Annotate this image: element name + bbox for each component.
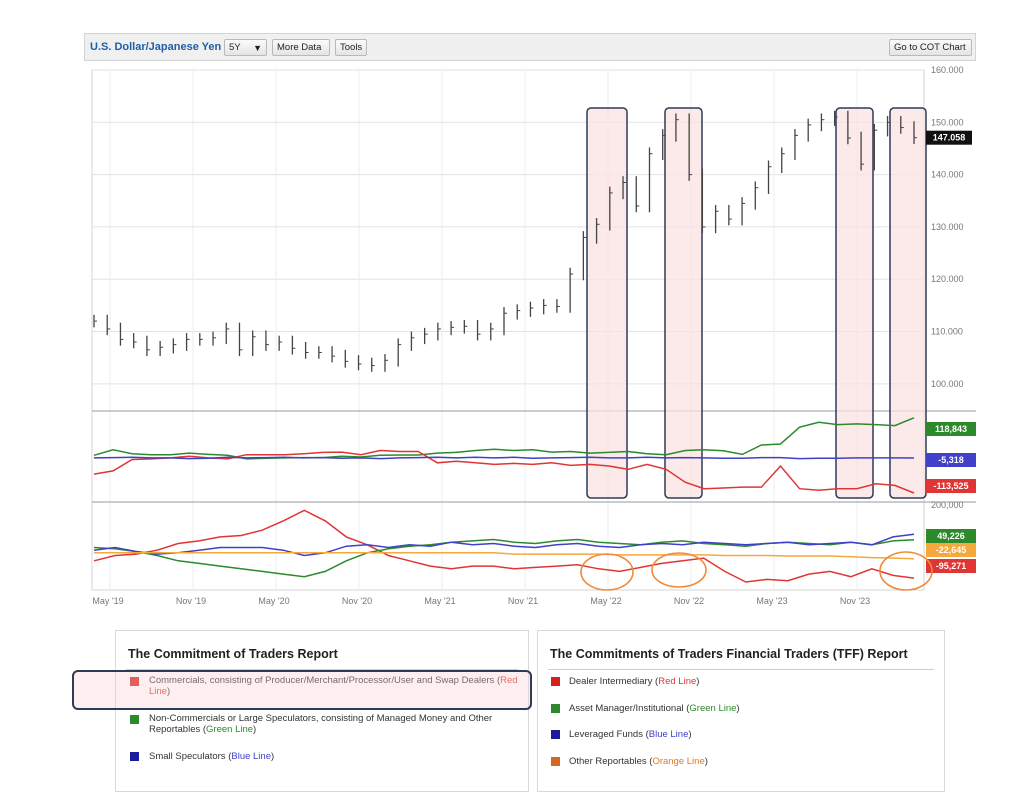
price-and-cot-chart: 160.000 150.000 140.000 130.000 120.000 110.0…: [91, 65, 976, 606]
legend-item-dealer-intermediary: Dealer Intermediary (Red Line): [569, 676, 700, 687]
symbol-title: U.S. Dollar/Japanese Yen: [90, 41, 222, 53]
legend-item-small-speculators: Small Speculators (Blue Line): [149, 751, 275, 762]
legend-swatch-red: [551, 677, 560, 686]
y-tick-label: 130.000: [931, 222, 964, 232]
y-tick-label: 120.000: [931, 274, 964, 284]
tff-legend-panel: The Commitments of Traders Financial Tra…: [537, 630, 945, 792]
tff-value-label: -95,271: [936, 561, 967, 571]
tff-value-label: -22,645: [936, 545, 967, 555]
series-line-other-reportables: [94, 552, 915, 560]
plot-frame: [91, 69, 925, 591]
highlight-box: [586, 107, 628, 499]
legend-item-non-commercials: Non-Commercials or Large Speculators, co…: [149, 713, 493, 735]
tff-value-badge: [926, 559, 976, 573]
legend-item-asset-manager: Asset Manager/Institutional (Green Line): [569, 703, 740, 714]
annotation-circle: [580, 553, 634, 591]
series-line-small-speculators: [93, 456, 915, 460]
last-price-label: 147.058: [933, 133, 966, 143]
go-to-cot-chart-button[interactable]: Go to COT Chart: [889, 39, 972, 56]
legend-swatch-red: [130, 677, 139, 686]
x-tick-label: May '23: [756, 596, 787, 606]
last-price-badge: [926, 130, 972, 145]
cot-legend-panel: The Commitment of Traders Report Commerc…: [115, 630, 529, 792]
y-tick-label: 150.000: [931, 117, 964, 127]
legend-swatch-orange: [551, 757, 560, 766]
tools-button[interactable]: Tools: [335, 39, 367, 56]
x-tick-label: Nov '21: [508, 596, 538, 606]
x-tick-label: May '20: [258, 596, 289, 606]
commercials-highlight-box: [72, 670, 532, 710]
highlight-box: [835, 107, 874, 499]
y-tick-label: 110.000: [931, 327, 963, 337]
y-tick-label: 200,000: [931, 500, 964, 510]
legend-swatch-green: [130, 715, 139, 724]
tff-value-label: 49,226: [937, 531, 965, 541]
highlight-box: [664, 107, 703, 499]
divider: [548, 669, 934, 670]
tff-legend-title: The Commitments of Traders Financial Tra…: [550, 647, 908, 661]
series-line-commercials: [93, 449, 915, 494]
y-tick-label: 160.000: [931, 65, 964, 75]
chevron-down-icon: ▼: [253, 43, 262, 53]
annotation-circle: [651, 552, 707, 588]
y-tick-label: 100.000: [931, 379, 964, 389]
cot-value-label: -113,525: [933, 481, 968, 491]
legend-swatch-blue: [130, 752, 139, 761]
series-line-leveraged-funds: [93, 533, 915, 557]
divider: [126, 669, 518, 670]
x-tick-label: Nov '22: [674, 596, 704, 606]
tff-value-badge: [926, 529, 976, 543]
x-tick-label: Nov '19: [176, 596, 206, 606]
period-select[interactable]: 5Y ▼: [224, 39, 267, 56]
period-value: 5Y: [229, 42, 241, 53]
x-tick-label: Nov '20: [342, 596, 372, 606]
legend-swatch-green: [551, 704, 560, 713]
x-tick-label: Nov '23: [840, 596, 870, 606]
series-line-dealer-intermediary: [93, 509, 915, 583]
legend-item-leveraged-funds: Leveraged Funds (Blue Line): [569, 729, 692, 740]
tff-value-badge: [926, 543, 976, 557]
legend-item-commercials: Commercials, consisting of Producer/Merc…: [149, 675, 518, 697]
cot-value-badge: [926, 479, 976, 493]
annotation-circle: [879, 551, 933, 591]
more-data-button[interactable]: More Data: [272, 39, 330, 56]
legend-swatch-blue: [551, 730, 560, 739]
y-tick-label: 140.000: [931, 170, 964, 180]
legend-item-other-reportables: Other Reportables (Orange Line): [569, 756, 708, 767]
cot-value-badge: [926, 453, 976, 467]
cot-legend-title: The Commitment of Traders Report: [128, 647, 338, 661]
cot-value-badge: [926, 422, 976, 436]
x-tick-label: May '22: [590, 596, 621, 606]
series-line-non-commercials: [93, 417, 915, 460]
x-tick-label: May '19: [92, 596, 123, 606]
cot-value-label: -5,318: [938, 455, 964, 465]
cot-value-label: 118,843: [935, 424, 967, 434]
chart-toolbar: U.S. Dollar/Japanese Yen 5Y ▼ More Data T…: [84, 33, 976, 61]
highlight-box: [889, 107, 927, 499]
x-tick-label: May '21: [424, 596, 455, 606]
